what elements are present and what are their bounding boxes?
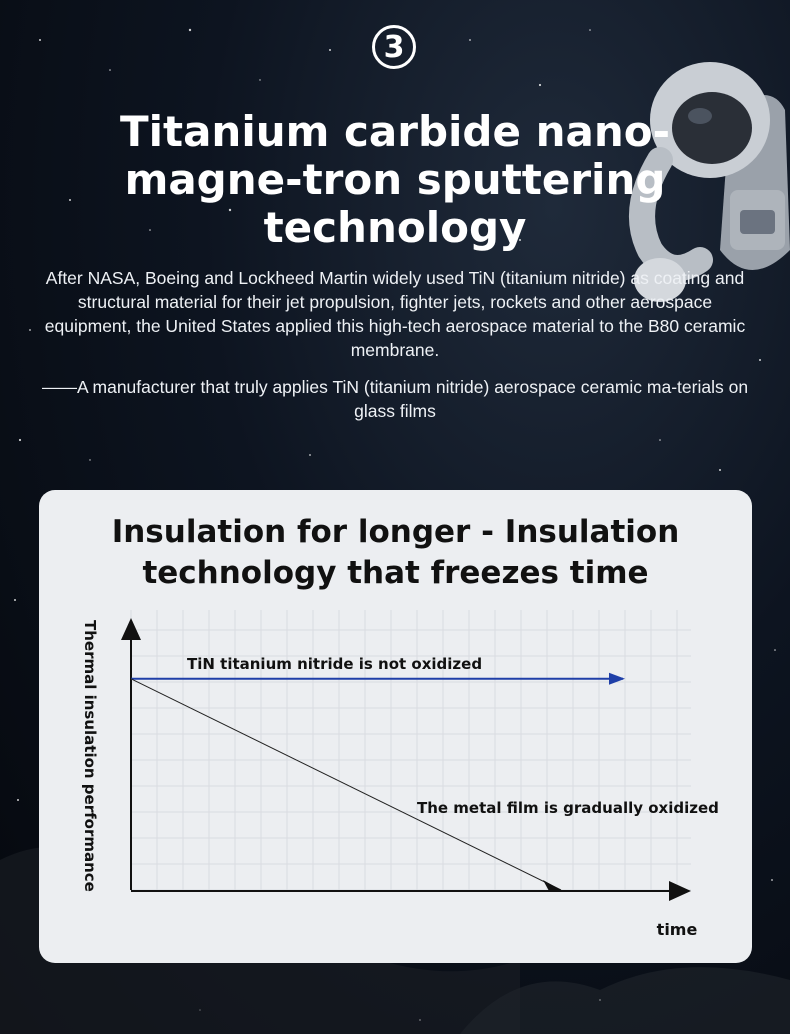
page-title: Titanium carbide nano-magne-tron sputter… bbox=[119, 107, 671, 252]
x-axis-label: time bbox=[657, 920, 698, 939]
series-label-2: The metal film is gradually oxidized bbox=[417, 799, 719, 817]
quote-paragraph: ——A manufacturer that truly applies TiN … bbox=[41, 377, 749, 421]
step-number-badge: 3 bbox=[372, 25, 416, 69]
x-axis-arrow-icon bbox=[669, 881, 691, 901]
series-label-1: TiN titanium nitride is not oxidized bbox=[187, 655, 482, 673]
series-group: TiN titanium nitride is not oxidized The … bbox=[130, 655, 719, 891]
series-line-2 bbox=[130, 678, 562, 891]
intro-paragraph: After NASA, Boeing and Lockheed Martin w… bbox=[44, 268, 746, 360]
series-arrowhead-icon-1 bbox=[609, 672, 625, 685]
insulation-chart: TiN titanium nitride is not oxidized The … bbox=[81, 610, 719, 939]
insulation-chart-card: Insulation for longer - Insulation techn… bbox=[39, 490, 752, 963]
chart-grid bbox=[130, 610, 691, 891]
y-axis-label: Thermal insulation performance bbox=[81, 620, 99, 892]
astronaut-illustration bbox=[629, 62, 790, 302]
chart-card-title: Insulation for longer - Insulation techn… bbox=[111, 514, 680, 591]
series-arrowhead-icon-2 bbox=[543, 880, 563, 891]
y-axis-arrow-icon bbox=[121, 618, 141, 640]
